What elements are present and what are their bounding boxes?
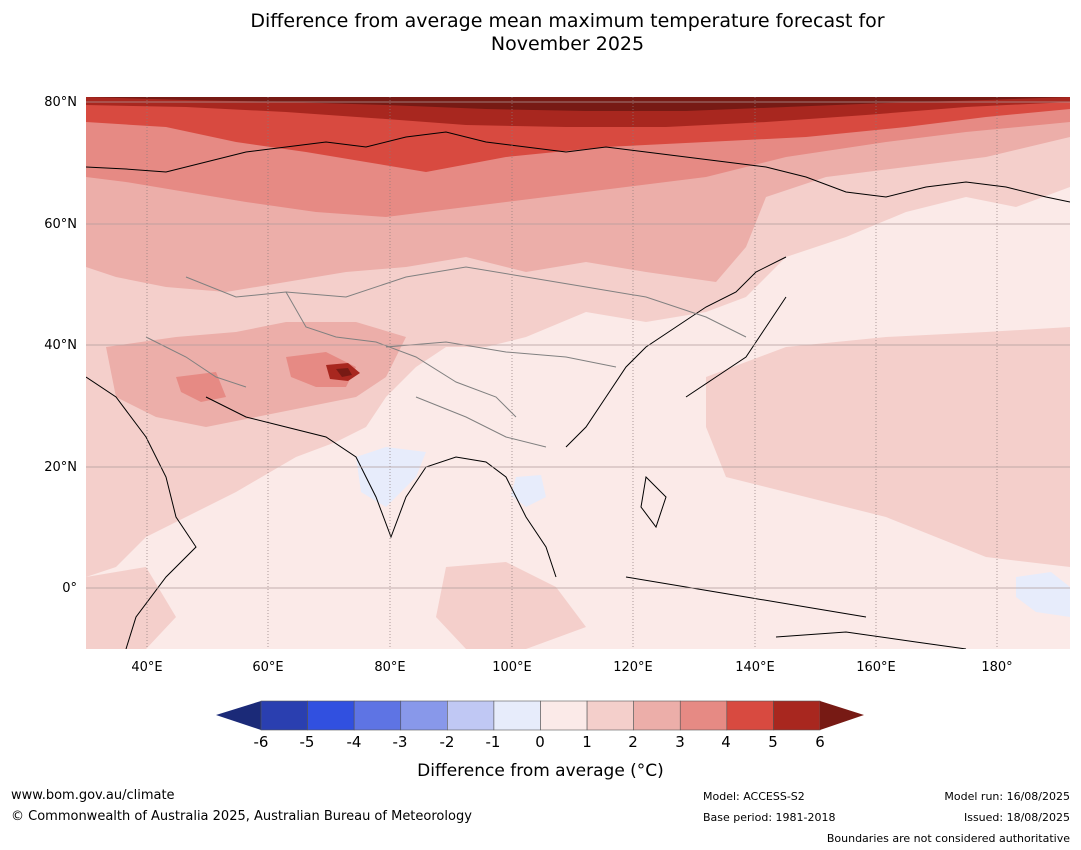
lat-label-20n: 20°N <box>44 460 77 475</box>
colorbar-swatch <box>447 700 495 731</box>
anomaly-1-to-2-africa <box>86 567 176 649</box>
colorbar-swatch <box>633 700 681 731</box>
colorbar-tick: 2 <box>628 733 638 751</box>
colorbar-tick: -3 <box>392 733 408 751</box>
model-name: Model: ACCESS-S2 <box>703 790 805 803</box>
colorbar-tick: -2 <box>439 733 455 751</box>
colorbar-tick: 4 <box>721 733 731 751</box>
colorbar-extend-high <box>820 701 864 730</box>
colorbar-tick: -6 <box>253 733 269 751</box>
colorbar-tick: -4 <box>346 733 362 751</box>
lat-label-0: 0° <box>62 581 77 596</box>
base-period: Base period: 1981-2018 <box>703 811 836 824</box>
model-run-date: Model run: 16/08/2025 <box>944 790 1070 803</box>
title-line-1: Difference from average mean maximum tem… <box>250 10 885 32</box>
colorbar-swatch <box>400 700 448 731</box>
lon-label-100e: 100°E <box>492 660 532 675</box>
map-canvas <box>86 97 1070 649</box>
anomaly-1-to-2-indonesia <box>436 562 586 649</box>
lat-label-60n: 60°N <box>44 217 77 232</box>
lon-label-140e: 140°E <box>735 660 775 675</box>
title-line-2: November 2025 <box>490 33 645 55</box>
colorbar-tick: -1 <box>485 733 501 751</box>
anomaly-0-to-minus-1-indochina <box>511 475 546 507</box>
issued-date: Issued: 18/08/2025 <box>963 811 1070 824</box>
colorbar-swatch <box>353 700 402 731</box>
lon-label-160e: 160°E <box>856 660 896 675</box>
colorbar-swatch <box>307 700 355 731</box>
colorbar-tick: 3 <box>675 733 685 751</box>
colorbar-swatch <box>679 700 728 731</box>
website-link[interactable]: www.bom.gov.au/climate <box>11 788 175 803</box>
colorbar-swatch <box>586 700 634 731</box>
colorbar-swatch <box>493 700 541 731</box>
map-title: Difference from average mean maximum tem… <box>0 10 1081 56</box>
graticule-parallels <box>86 101 1070 589</box>
lon-label-180: 180° <box>981 660 1013 675</box>
colorbar-swatch <box>260 700 308 731</box>
colorbar-swatch <box>726 700 774 731</box>
anomaly-0-to-minus-1-pacific <box>1016 572 1070 617</box>
colorbar-swatch <box>773 700 821 731</box>
colorbar-swatch <box>540 700 588 731</box>
lon-label-40e: 40°E <box>131 660 163 675</box>
anomaly-above-6-tibet <box>336 368 352 377</box>
anomaly-2-to-3-central-asia <box>106 322 406 427</box>
anomaly-3-to-4-iran <box>176 372 226 402</box>
colorbar-tick: 6 <box>815 733 825 751</box>
graticule-meridians <box>146 97 998 649</box>
colorbar <box>216 700 864 731</box>
anomaly-above-6-arctic <box>86 97 1070 111</box>
lon-label-120e: 120°E <box>613 660 653 675</box>
colorbar-tick: 5 <box>768 733 778 751</box>
colorbar-tick: 0 <box>535 733 545 751</box>
colorbar-tick: 1 <box>582 733 592 751</box>
colorbar-tick: -5 <box>299 733 315 751</box>
country-borders <box>145 266 747 448</box>
colorbar-extend-low <box>216 701 261 730</box>
copyright-text: © Commonwealth of Australia 2025, Austra… <box>11 809 472 824</box>
coastlines <box>86 131 1070 649</box>
lat-label-80n: 80°N <box>44 95 77 110</box>
colorbar-title: Difference from average (°C) <box>417 761 664 781</box>
boundaries-disclaimer: Boundaries are not considered authoritat… <box>826 832 1070 845</box>
lat-label-40n: 40°N <box>44 338 77 353</box>
lon-label-80e: 80°E <box>374 660 406 675</box>
anomaly-1-to-2-pacific <box>706 327 1070 567</box>
lon-label-60e: 60°E <box>252 660 284 675</box>
forecast-map <box>86 97 1070 649</box>
